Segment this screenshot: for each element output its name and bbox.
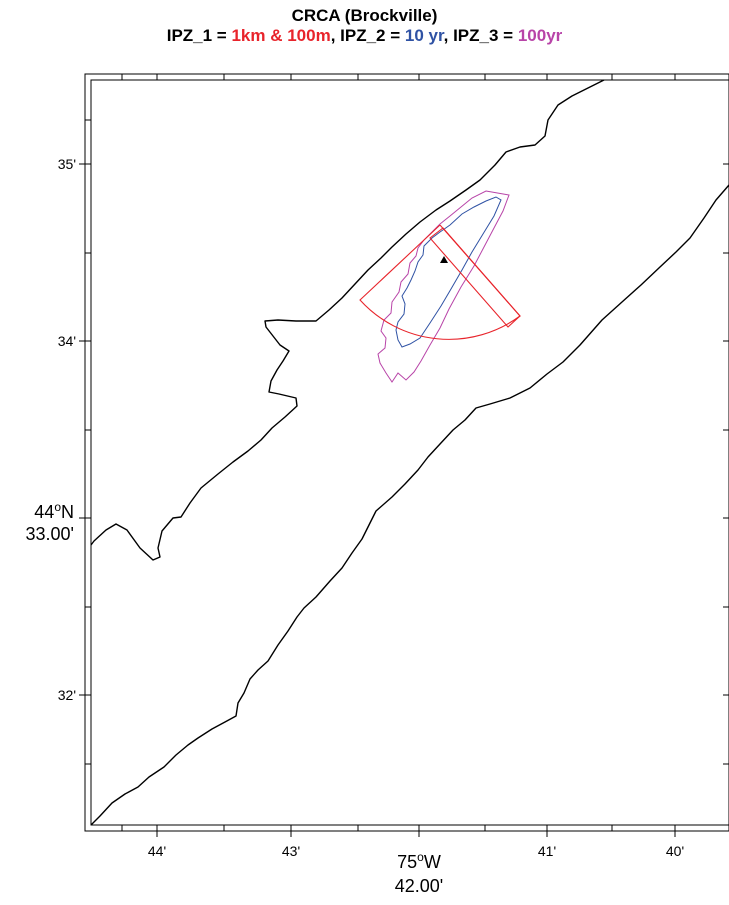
ipz1-1km-arc: [359, 224, 521, 340]
shoreline: [90, 79, 729, 826]
shoreline-north: [90, 79, 605, 561]
title-ipz3-prefix: , IPZ_3 =: [443, 26, 518, 45]
title-ipz2-prefix: , IPZ_2 =: [330, 26, 405, 45]
title-line2: IPZ_1 = 1km & 100m, IPZ_2 = 10 yr, IPZ_3…: [0, 26, 729, 46]
x-tick-40: 40': [666, 843, 684, 859]
y-center-minutes: 33.00': [26, 524, 74, 544]
title-ipz2-value: 10 yr: [404, 26, 444, 45]
ipz1-100m-rect: [429, 227, 521, 328]
title-ipz1-prefix: IPZ_1 =: [166, 26, 232, 45]
y-tick-35: 35': [58, 156, 76, 172]
x-axis-labels: 44' 43' 41' 40' 75oW 42.00': [148, 843, 684, 896]
ipz2-zone: [395, 196, 502, 348]
x-tick-41: 41': [538, 843, 556, 859]
ipz3-zone: [377, 190, 510, 383]
x-tick-43: 43': [282, 843, 300, 859]
x-center-label: 75oW: [397, 850, 441, 872]
title-ipz1-value: 1km & 100m: [231, 26, 331, 45]
shoreline-south: [90, 184, 729, 826]
x-tick-44: 44': [148, 843, 166, 859]
y-tick-32: 32': [58, 687, 76, 703]
y-center-label: 44oN: [34, 500, 74, 522]
intake-marker[interactable]: [440, 256, 448, 263]
x-center-minutes: 42.00': [395, 876, 443, 896]
y-tick-34: 34': [58, 333, 76, 349]
title-line1: CRCA (Brockville): [291, 6, 438, 25]
title-ipz3-value: 100yr: [517, 26, 563, 45]
ipz1-zone: [359, 224, 521, 340]
map-title: CRCA (Brockville) IPZ_1 = 1km & 100m, IP…: [0, 6, 729, 46]
map-frame: [79, 73, 729, 837]
y-axis-labels: 35' 34' 32' 44oN 33.00': [26, 156, 76, 703]
